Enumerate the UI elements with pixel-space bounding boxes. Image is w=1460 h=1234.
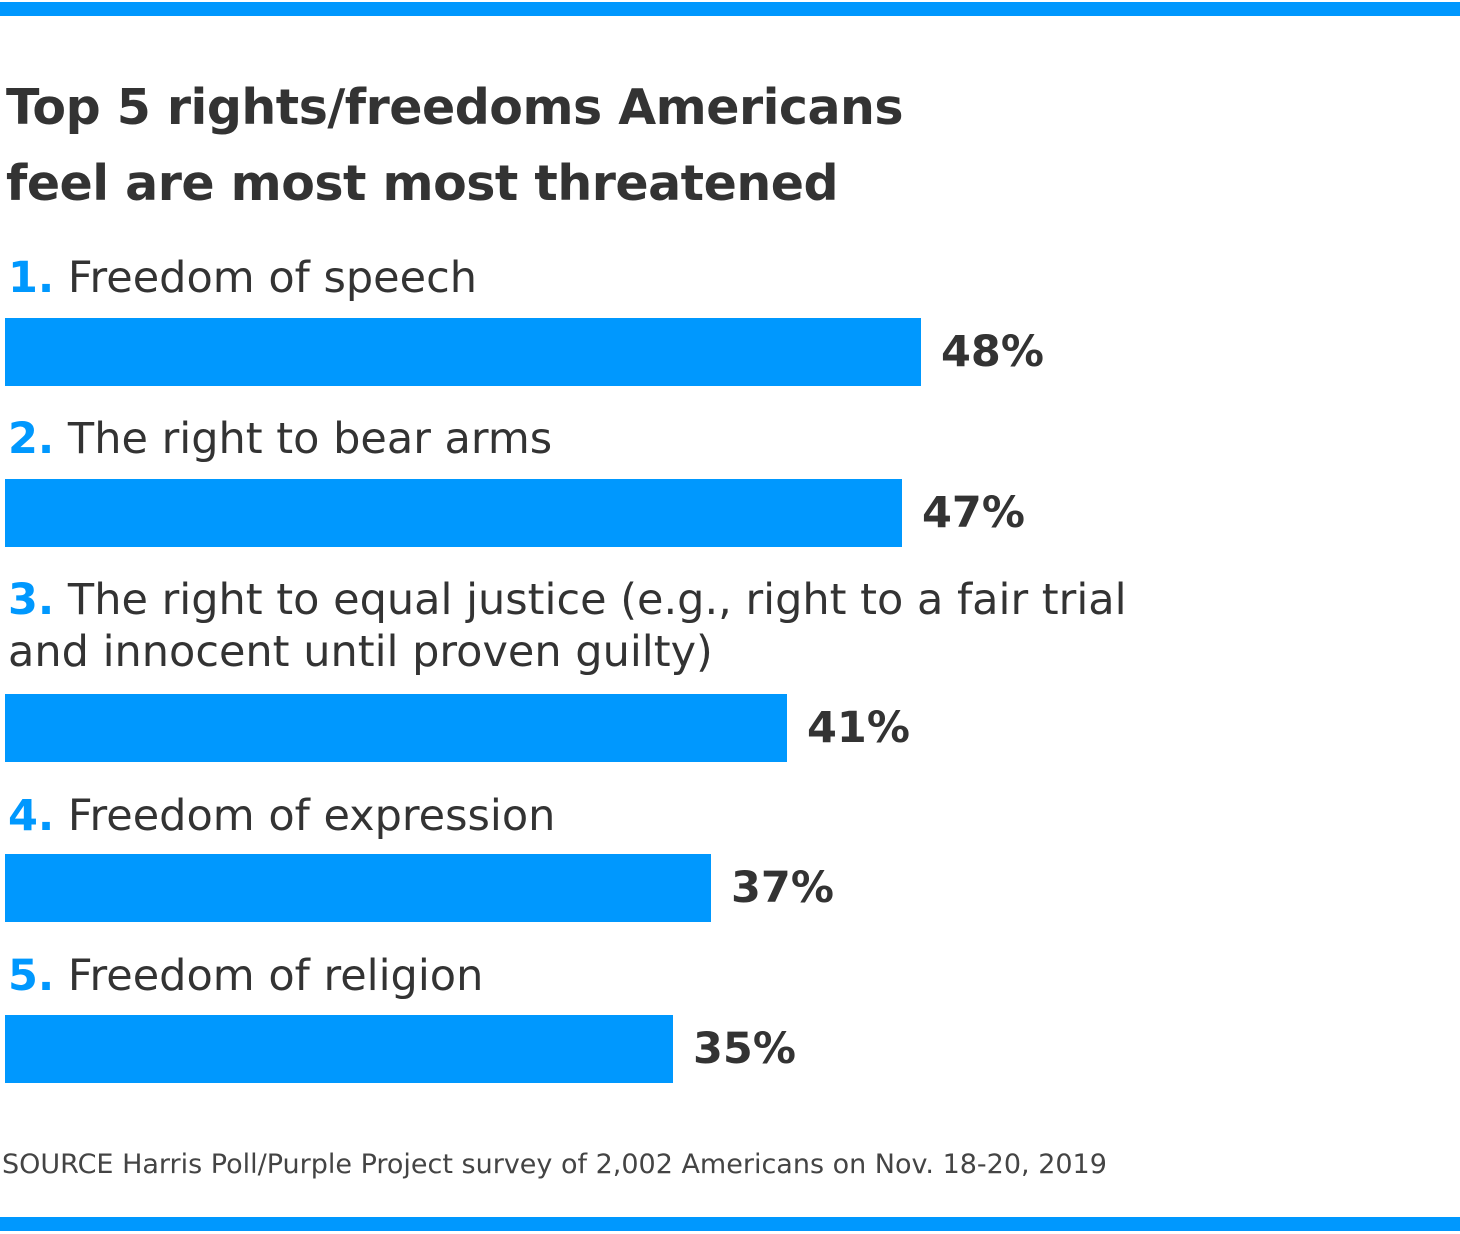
bar-value-label-4: 37% [731,863,834,913]
category-label-2: 2. The right to bear arms [8,413,552,465]
chart-title-line-1: Top 5 rights/freedoms Americans [6,79,904,136]
category-label-line: 2. The right to bear arms [8,414,553,464]
rank-number: 3. [8,575,55,625]
rank-number: 2. [8,414,55,464]
category-label-1: 1. Freedom of speech [8,252,477,304]
chart-title: Top 5 rights/freedoms Americans feel are… [6,70,1106,222]
bar-5 [5,1015,673,1083]
rank-number: 4. [8,791,55,841]
bar-2 [5,479,902,547]
category-label-line: 3. The right to equal justice (e.g., rig… [8,575,1127,625]
chart-title-line-2: feel are most most threatened [6,155,839,212]
bar-value-label-5: 35% [693,1024,796,1074]
bottom-rule [0,1217,1460,1231]
category-label-line: 4. Freedom of expression [8,791,556,841]
category-label-3: 3. The right to equal justice (e.g., rig… [8,574,1127,678]
bar-4 [5,854,711,922]
category-label-4: 4. Freedom of expression [8,790,555,842]
bar-value-label-2: 47% [922,488,1025,538]
category-label-5: 5. Freedom of religion [8,950,483,1002]
bar-3 [5,694,787,762]
rank-number: 1. [8,253,55,303]
category-label-line: 1. Freedom of speech [8,253,477,303]
bar-value-label-3: 41% [807,703,910,753]
source-note: SOURCE Harris Poll/Purple Project survey… [2,1149,1107,1180]
bar-value-label-1: 48% [941,327,1044,377]
category-label-line: and innocent until proven guilty) [8,627,713,677]
category-label-line: 5. Freedom of religion [8,951,484,1001]
rank-number: 5. [8,951,55,1001]
bar-1 [5,318,921,386]
top-rule [0,2,1460,16]
